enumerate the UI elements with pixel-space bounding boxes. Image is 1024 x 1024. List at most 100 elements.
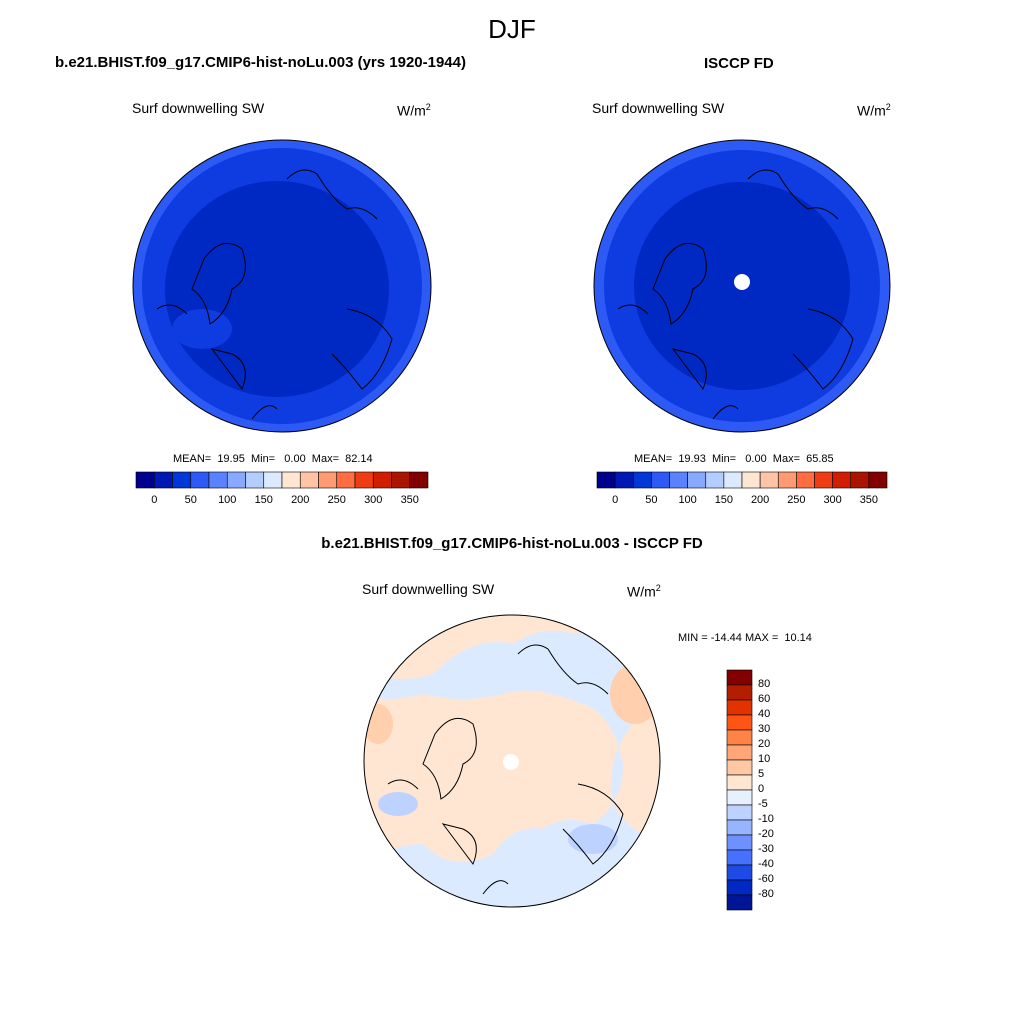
colorbar-tick-label: -10 [758, 813, 774, 825]
obs-map-border [593, 139, 891, 433]
colorbar-tick-label: 100 [678, 494, 697, 506]
colorbar-swatch [354, 471, 374, 489]
model-field-patch [172, 309, 232, 349]
diff-field-negative-west [378, 792, 418, 816]
colorbar-swatch [391, 471, 411, 489]
colorbar-tick-label: 0 [151, 494, 158, 506]
colorbar-swatch [726, 714, 753, 731]
colorbar-tick-label: 350 [859, 494, 879, 506]
colorbar-tick-label: 0 [758, 783, 765, 795]
model-map-border [132, 139, 432, 433]
colorbar-swatch [632, 471, 652, 489]
diff-polar-map [363, 614, 661, 908]
diff-units-label: W/m2 [627, 583, 661, 600]
colorbar-tick-label: 300 [823, 494, 842, 506]
colorbar-tick-label: 350 [400, 494, 419, 506]
model-field-inner [165, 181, 389, 397]
colorbar-swatch [814, 471, 833, 489]
model-colorbar-labels: 0 50 100 150 200 250 300 350 [136, 494, 428, 508]
obs-stats: MEAN= 19.93 Min= 0.00 Max= 65.85 [634, 453, 834, 465]
model-stats: MEAN= 19.95 Min= 0.00 Max= 82.14 [173, 453, 373, 465]
colorbar-swatch [726, 789, 753, 806]
colorbar-swatch [726, 864, 753, 881]
colorbar-tick-label: 80 [758, 678, 771, 690]
colorbar-tick-label: 40 [758, 708, 771, 720]
colorbar-swatch [372, 471, 392, 489]
colorbar-swatch [726, 759, 753, 776]
colorbar-swatch [832, 471, 852, 489]
colorbar-swatch [726, 894, 753, 911]
obs-polar-hole [734, 274, 750, 290]
colorbar-tick-label: 20 [758, 738, 771, 750]
colorbar-swatch [226, 471, 246, 489]
colorbar-swatch [614, 471, 634, 489]
colorbar-tick-label: 150 [714, 494, 734, 506]
obs-colorbar-labels: 0 50 100 150 200 250 300 350 [597, 494, 887, 508]
obs-polar-map [593, 139, 891, 433]
colorbar-tick-label: 5 [758, 768, 765, 780]
colorbar-tick-label: 300 [364, 494, 383, 506]
colorbar-swatch [726, 699, 753, 716]
colorbar-swatch [796, 471, 815, 489]
diff-panel-title: b.e21.BHIST.f09_g17.CMIP6-hist-noLu.003 … [321, 535, 703, 552]
colorbar-swatch [726, 774, 753, 791]
diff-field-positive-land [423, 721, 503, 814]
colorbar-swatch [318, 471, 338, 489]
model-coastlines [156, 169, 393, 420]
colorbar-swatch [726, 729, 753, 746]
colorbar-tick-label: 30 [758, 723, 771, 735]
colorbar-swatch [153, 471, 173, 489]
colorbar-swatch [726, 819, 753, 836]
colorbar-tick-label: 250 [787, 494, 806, 506]
colorbar-tick-label: -5 [758, 798, 768, 810]
colorbar-swatch [172, 471, 192, 489]
colorbar-tick-label: -40 [758, 858, 774, 870]
colorbar-tick-label: 50 [645, 494, 658, 506]
colorbar-tick-label: 100 [218, 494, 237, 506]
colorbar-swatch [723, 471, 743, 489]
colorbar-swatch [190, 471, 210, 489]
colorbar-swatch [741, 471, 761, 489]
colorbar-tick-label: 60 [758, 693, 771, 705]
obs-units-label: W/m2 [857, 102, 891, 119]
colorbar-swatch [245, 471, 265, 489]
obs-panel-title: ISCCP FD [704, 55, 774, 72]
colorbar-swatch [336, 471, 356, 489]
colorbar-swatch [726, 744, 753, 761]
obs-variable-label: Surf downwelling SW [592, 100, 725, 116]
colorbar-swatch [651, 471, 670, 489]
colorbar-swatch [726, 669, 753, 686]
colorbar-tick-label: -80 [758, 888, 774, 900]
diff-colorbar [726, 669, 753, 911]
colorbar-tick-label: 200 [750, 494, 770, 506]
figure-title: DJF [488, 14, 536, 44]
colorbar-swatch [777, 471, 797, 489]
colorbar-swatch [726, 879, 753, 896]
colorbar-swatch [281, 471, 301, 489]
model-variable-label: Surf downwelling SW [132, 100, 265, 116]
colorbar-swatch [759, 471, 779, 489]
colorbar-tick-label: 0 [612, 494, 619, 506]
diff-map-border [363, 614, 661, 908]
colorbar-swatch [687, 471, 707, 489]
diff-colorbar-labels: 80 60 40 30 20 10 5 0 -5 -10 -20 -30 -40 -60 -80 [758, 670, 798, 910]
colorbar-swatch [299, 471, 319, 489]
colorbar-tick-label: 50 [184, 494, 197, 506]
colorbar-swatch [135, 471, 155, 489]
colorbar-swatch [726, 834, 753, 851]
diff-coastlines [387, 644, 624, 895]
colorbar-swatch [409, 471, 429, 489]
colorbar-swatch [596, 471, 616, 489]
diff-polar-hole [503, 754, 519, 770]
colorbar-tick-label: -30 [758, 843, 774, 855]
diff-field-positive-west [364, 704, 393, 744]
model-colorbar [135, 471, 429, 489]
colorbar-tick-label: 200 [291, 494, 310, 506]
obs-coastlines [617, 169, 854, 420]
colorbar-tick-label: 10 [758, 753, 771, 765]
model-panel-title: b.e21.BHIST.f09_g17.CMIP6-hist-noLu.003 … [55, 54, 466, 71]
colorbar-swatch [208, 471, 228, 489]
colorbar-swatch [868, 471, 888, 489]
colorbar-swatch [669, 471, 688, 489]
colorbar-tick-label: 250 [327, 494, 346, 506]
